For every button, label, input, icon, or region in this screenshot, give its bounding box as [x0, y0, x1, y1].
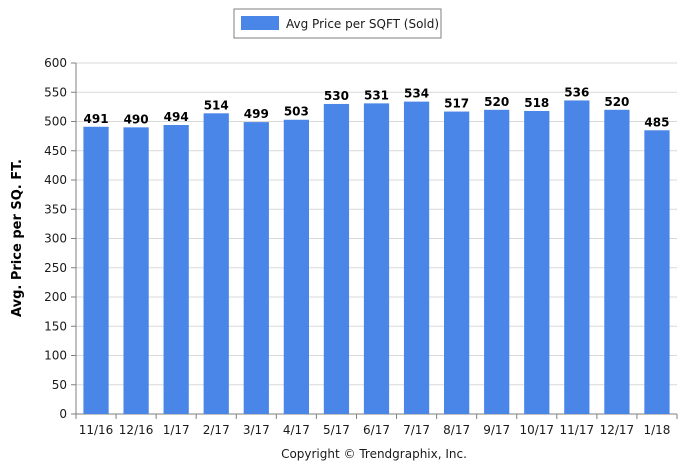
x-tick-label: 11/16 — [79, 423, 114, 437]
data-label: 485 — [644, 115, 669, 129]
x-tick-label: 12/17 — [600, 423, 635, 437]
data-label: 514 — [204, 98, 229, 112]
y-tick-label: 300 — [44, 232, 67, 246]
bar — [203, 113, 229, 414]
x-tick-label: 7/17 — [403, 423, 430, 437]
data-label: 534 — [404, 87, 429, 101]
x-tick-label: 2/17 — [203, 423, 230, 437]
data-label: 494 — [164, 110, 189, 124]
x-tick-label: 1/18 — [643, 423, 670, 437]
data-label: 530 — [324, 89, 349, 103]
data-label: 518 — [524, 96, 549, 110]
y-tick-label: 450 — [44, 144, 67, 158]
legend-label: Avg Price per SQFT (Sold) — [286, 17, 439, 31]
data-label: 491 — [84, 112, 109, 126]
y-tick-label: 400 — [44, 173, 67, 187]
x-tick-label: 6/17 — [363, 423, 390, 437]
bar — [363, 103, 390, 415]
bar — [163, 125, 189, 414]
x-tick-label: 12/16 — [119, 423, 154, 437]
bar — [524, 110, 550, 414]
bar — [403, 101, 430, 415]
data-label: 536 — [564, 85, 589, 99]
bar — [283, 119, 309, 415]
x-tick-label: 9/17 — [483, 423, 510, 437]
x-tick-label: 1/17 — [163, 423, 190, 437]
data-label: 517 — [444, 97, 469, 111]
y-axis-title: Avg. Price per SQ. FT. — [10, 159, 25, 317]
bar — [243, 122, 269, 415]
x-tick-label: 10/17 — [519, 423, 554, 437]
bar — [644, 130, 670, 414]
x-axis: 11/16 12/16 1/17 2/17 3/17 4/17 5/17 6/17 7/17 8/… — [75, 414, 678, 437]
data-label: 490 — [124, 112, 149, 126]
bars — [83, 100, 670, 415]
bar — [564, 100, 590, 414]
bar — [123, 127, 149, 414]
x-tick-label: 11/17 — [560, 423, 595, 437]
y-tick-label: 100 — [44, 349, 67, 363]
y-tick-label: 150 — [44, 319, 67, 333]
data-label: 531 — [364, 88, 389, 102]
y-axis: 0 50 100 150 200 250 300 350 400 450 500 550 600 — [44, 56, 77, 421]
y-tick-label: 250 — [44, 261, 67, 275]
x-tick-label: 3/17 — [243, 423, 270, 437]
data-label: 499 — [244, 107, 269, 121]
x-tick-label: 8/17 — [443, 423, 470, 437]
bar — [604, 109, 630, 415]
bar — [83, 126, 109, 414]
bar — [323, 103, 350, 414]
y-tick-label: 200 — [44, 290, 67, 304]
copyright-text: Copyright © Trendgraphix, Inc. — [281, 447, 467, 461]
y-tick-label: 50 — [52, 378, 67, 392]
y-tick-label: 500 — [44, 115, 67, 129]
data-label: 503 — [284, 105, 309, 119]
y-tick-label: 0 — [59, 407, 67, 421]
data-label: 520 — [604, 95, 629, 109]
x-tick-label: 5/17 — [323, 423, 350, 437]
y-tick-label: 600 — [44, 56, 67, 70]
legend-swatch — [241, 16, 279, 30]
x-tick-label: 4/17 — [283, 423, 310, 437]
data-labels: 491 490 494 514 499 503 530 531 534 517 520 518 536 5… — [84, 85, 670, 129]
legend: Avg Price per SQFT (Sold) — [233, 8, 442, 39]
y-tick-label: 350 — [44, 202, 67, 216]
y-tick-label: 550 — [44, 85, 67, 99]
bar — [444, 111, 470, 415]
data-label: 520 — [484, 95, 509, 109]
bar — [484, 109, 510, 415]
